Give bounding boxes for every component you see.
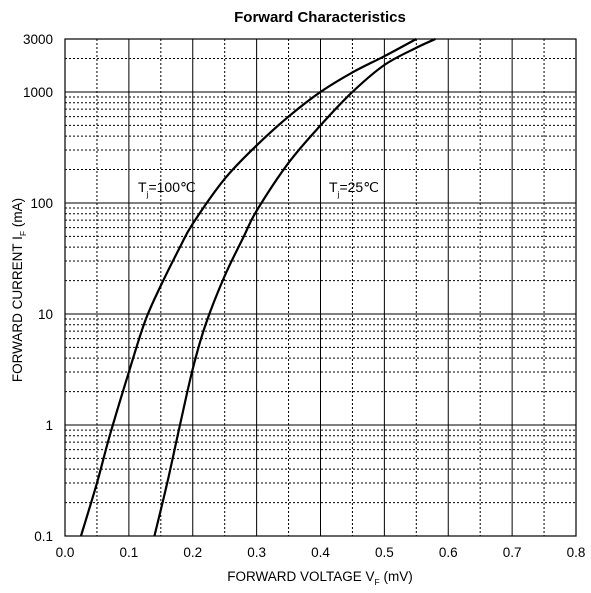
series-line-tj-25c [153, 37, 436, 537]
x-tick-label: 0.0 [56, 545, 75, 560]
series-line-tj-100c [79, 38, 417, 537]
x-tick-label: 0.2 [183, 545, 202, 560]
x-tick-label: 0.5 [375, 545, 394, 560]
y-axis-label: FORWARD CURRENT IF (mA) [10, 198, 28, 382]
curves [79, 37, 436, 537]
x-tick-label: 0.7 [503, 545, 522, 560]
y-tick-label: 100 [30, 196, 53, 211]
x-tick-labels: 0.0 0.1 0.2 0.3 0.4 0.5 0.6 0.7 0.8 [56, 545, 586, 560]
x-tick-label: 0.4 [311, 545, 330, 560]
x-tick-label: 0.8 [567, 545, 586, 560]
x-axis-label: FORWARD VOLTAGE VF (mV) [227, 569, 413, 587]
plot-frame [64, 38, 577, 537]
x-tick-label: 0.1 [119, 545, 138, 560]
grid [64, 39, 577, 537]
y-tick-label: 0.1 [34, 529, 53, 544]
series-label-25c: Tj=25℃ [329, 179, 379, 199]
y-tick-label: 10 [38, 307, 53, 322]
x-tick-label: 0.6 [439, 545, 458, 560]
chart-title: Forward Characteristics [234, 9, 406, 26]
series-label-100c: Tj=100℃ [138, 179, 196, 199]
y-tick-label: 3000 [23, 32, 53, 47]
x-tick-label: 0.3 [247, 545, 266, 560]
y-tick-labels: 0.1 1 10 100 1000 3000 [23, 32, 53, 544]
y-tick-label: 1 [45, 418, 53, 433]
y-tick-label: 1000 [23, 85, 53, 100]
